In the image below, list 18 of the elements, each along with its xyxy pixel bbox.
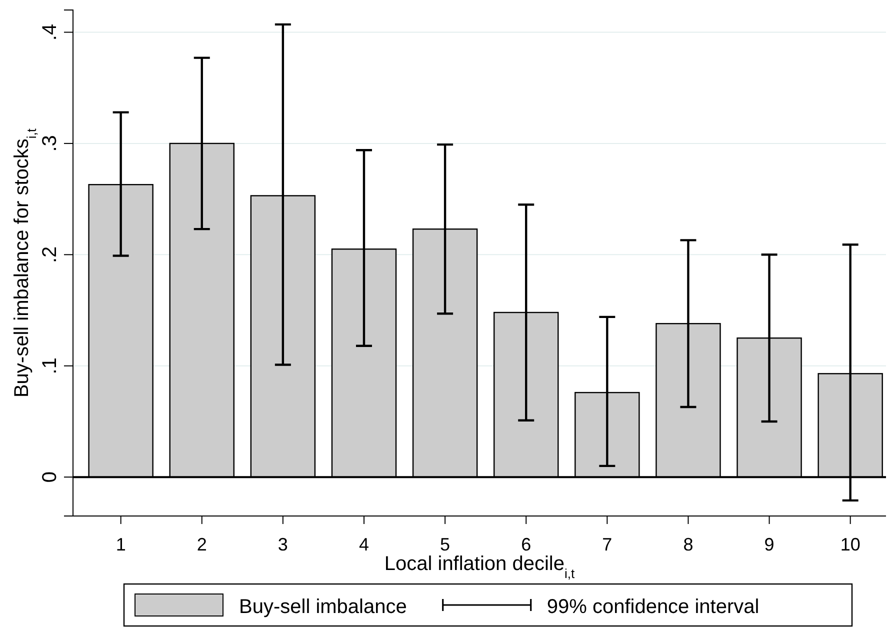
y-tick-label: .2 [39, 246, 61, 264]
x-axis-title: Local inflation decile$_{i,t}$ [384, 553, 575, 580]
x-tick-label: 10 [840, 534, 860, 554]
x-tick-label: 8 [683, 534, 694, 554]
x-tick-label: 2 [196, 534, 207, 554]
y-tick-label: .3 [39, 135, 61, 152]
text: 99% confidence interval [546, 596, 760, 618]
x-tick-label: 5 [440, 534, 450, 554]
y-tick-label: .4 [39, 24, 61, 41]
x-tick-label: 1 [116, 534, 126, 554]
x-tick-label: 7 [602, 534, 612, 554]
x-tick-label: 3 [278, 534, 288, 554]
x-tick-label: 9 [764, 534, 774, 554]
x-tick-label: 6 [521, 534, 532, 554]
y-tick-label: 0 [39, 472, 61, 483]
y-tick-label: .1 [39, 358, 61, 374]
x-tick-label: 4 [358, 534, 369, 554]
legend-label: Buy-sell imbalance [239, 596, 407, 618]
